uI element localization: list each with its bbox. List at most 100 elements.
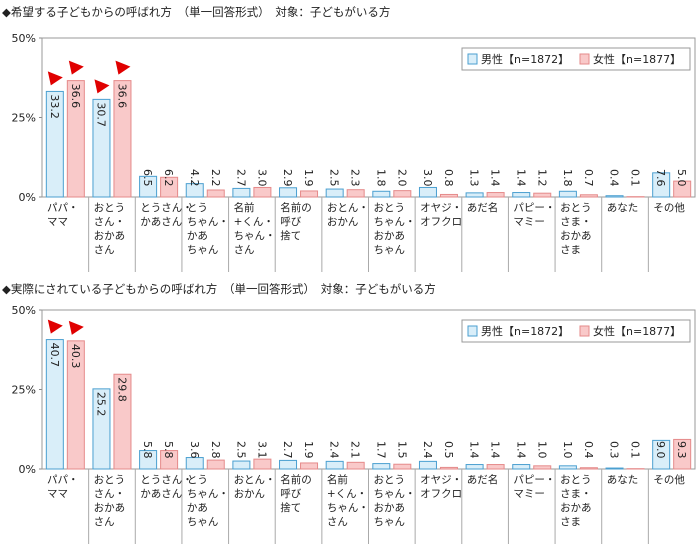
value-label: 1.4 bbox=[514, 441, 527, 459]
value-label: 1.0 bbox=[535, 441, 548, 459]
x-tick-label: その他 bbox=[653, 474, 685, 486]
value-label: 0.8 bbox=[442, 169, 455, 187]
bar bbox=[372, 190, 391, 198]
legend-box bbox=[461, 319, 691, 343]
bar bbox=[558, 465, 577, 470]
bar bbox=[185, 183, 204, 198]
value-label: 1.0 bbox=[561, 441, 574, 459]
y-tick-label: 25% bbox=[12, 384, 36, 397]
bar bbox=[486, 192, 505, 198]
value-label: 0.1 bbox=[629, 441, 642, 459]
value-label: 1.5 bbox=[395, 441, 408, 459]
x-tick-label: あだ名 bbox=[466, 202, 499, 214]
legend-swatch bbox=[467, 325, 478, 337]
x-tick-label: 名前の 呼び 捨て bbox=[280, 202, 312, 242]
bar bbox=[673, 180, 692, 198]
x-tick-label: パパ・ ママ bbox=[47, 474, 79, 500]
legend-swatch bbox=[579, 325, 590, 337]
bar bbox=[185, 457, 204, 470]
x-tick-label: おとう さま・ おかあ さま bbox=[560, 202, 592, 256]
legend-label: 男性【n=1872】 bbox=[481, 52, 569, 66]
value-label: 3.0 bbox=[421, 169, 434, 187]
bar bbox=[465, 192, 484, 198]
value-label: 2.5 bbox=[234, 441, 247, 459]
value-label: 0.4 bbox=[608, 169, 621, 187]
bar bbox=[325, 460, 344, 470]
value-label: 36.6 bbox=[69, 84, 82, 109]
value-label: 6.5 bbox=[141, 169, 154, 187]
x-tick-label: おとん・ おかん bbox=[326, 202, 369, 228]
bar bbox=[605, 195, 624, 198]
value-label: 2.8 bbox=[209, 441, 222, 459]
value-label: 1.7 bbox=[374, 441, 387, 459]
x-tick-label: あだ名 bbox=[466, 474, 499, 486]
highlight-marker bbox=[47, 319, 63, 334]
value-label: 2.0 bbox=[395, 169, 408, 187]
value-label: 2.2 bbox=[209, 169, 222, 187]
x-tick-label: とうさん・ かあさん bbox=[140, 474, 193, 500]
value-label: 5.8 bbox=[141, 441, 154, 459]
value-label: 7.6 bbox=[654, 169, 667, 187]
highlight-marker bbox=[68, 320, 84, 335]
x-tick-label: パピー・ マミー bbox=[513, 202, 556, 228]
value-label: 0.1 bbox=[629, 169, 642, 187]
bar bbox=[579, 467, 598, 470]
bar bbox=[206, 459, 225, 470]
value-label: 0.7 bbox=[582, 169, 595, 187]
bar bbox=[533, 192, 552, 198]
value-label: 1.4 bbox=[468, 441, 481, 459]
x-tick-label: おとう ちゃん・ おかあ ちゃん bbox=[373, 202, 416, 256]
bar bbox=[673, 438, 692, 470]
y-tick-label: 50% bbox=[12, 32, 36, 45]
x-tick-label: とう ちゃん・ かあ ちゃん bbox=[186, 202, 229, 256]
x-tick-label: とうさん・ かあさん bbox=[140, 202, 193, 228]
value-label: 25.2 bbox=[94, 392, 107, 417]
bar bbox=[253, 458, 272, 470]
bar bbox=[579, 194, 598, 198]
chart-title: ◆希望する子どもからの呼ばれ方 （単一回答形式） 対象：子どもがいる方 bbox=[2, 5, 391, 19]
x-tick-label: 名前の 呼び 捨て bbox=[280, 474, 312, 514]
value-label: 33.2 bbox=[48, 94, 61, 118]
value-label: 29.8 bbox=[115, 377, 128, 402]
bar bbox=[512, 192, 531, 198]
bar bbox=[465, 464, 484, 470]
highlight-marker bbox=[94, 79, 110, 94]
bar bbox=[605, 467, 624, 470]
value-label: 1.9 bbox=[302, 169, 315, 187]
bar bbox=[486, 464, 505, 470]
bar bbox=[279, 187, 298, 198]
bar bbox=[66, 340, 85, 470]
value-label: 2.7 bbox=[234, 169, 247, 187]
bar bbox=[300, 462, 319, 470]
value-label: 2.4 bbox=[328, 441, 341, 459]
value-label: 5.8 bbox=[162, 441, 175, 459]
value-label: 1.4 bbox=[489, 169, 502, 187]
x-tick-label: オヤジ・ オフクロ bbox=[420, 474, 463, 500]
x-tick-label: おとう さん・ おかあ さん bbox=[93, 474, 126, 528]
value-label: 2.1 bbox=[349, 441, 362, 459]
bar bbox=[92, 98, 111, 198]
bar bbox=[206, 189, 225, 198]
legend-swatch bbox=[467, 53, 478, 65]
value-label: 0.5 bbox=[442, 441, 455, 459]
bar bbox=[92, 388, 111, 470]
bar bbox=[300, 190, 319, 198]
bar bbox=[393, 463, 412, 470]
legend-label: 男性【n=1872】 bbox=[481, 324, 569, 338]
value-label: 2.5 bbox=[328, 169, 341, 187]
value-label: 4.2 bbox=[188, 169, 201, 187]
bar bbox=[232, 460, 251, 470]
x-tick-label: おとう さん・ おかあ さん bbox=[93, 202, 126, 256]
value-label: 1.9 bbox=[302, 441, 315, 459]
x-tick-label: 名前 +くん・ ちゃん・ さん bbox=[326, 474, 369, 528]
bar bbox=[45, 90, 64, 198]
y-tick-label: 0% bbox=[19, 463, 36, 476]
y-tick-label: 50% bbox=[12, 304, 36, 317]
bar bbox=[66, 80, 85, 198]
value-label: 1.4 bbox=[489, 441, 502, 459]
chart-title: ◆実際にされている子どもからの呼ばれ方 （単一回答形式） 対象：子どもがいる方 bbox=[2, 282, 436, 296]
value-label: 2.7 bbox=[281, 441, 294, 459]
x-tick-label: その他 bbox=[653, 202, 685, 214]
